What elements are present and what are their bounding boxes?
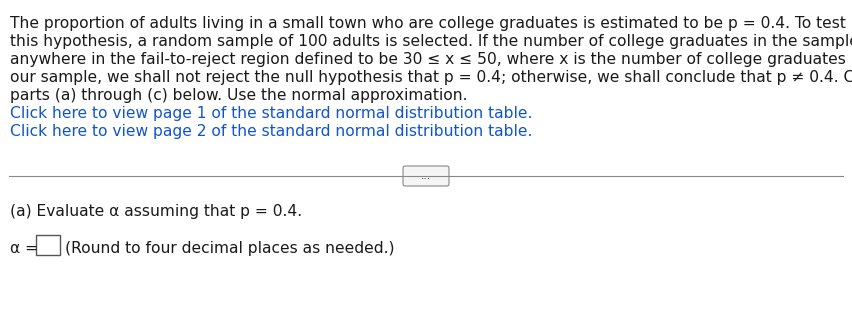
Text: ...: ... [421, 171, 431, 181]
Text: our sample, we shall not reject the null hypothesis that p = 0.4; otherwise, we : our sample, we shall not reject the null… [10, 70, 852, 85]
FancyBboxPatch shape [36, 235, 60, 255]
Text: (a) Evaluate α assuming that p = 0.4.: (a) Evaluate α assuming that p = 0.4. [10, 204, 302, 219]
Text: Click here to view page 2 of the standard normal distribution table.: Click here to view page 2 of the standar… [10, 124, 532, 139]
Text: Click here to view page 1 of the standard normal distribution table.: Click here to view page 1 of the standar… [10, 106, 532, 121]
FancyBboxPatch shape [403, 166, 449, 186]
Text: (Round to four decimal places as needed.): (Round to four decimal places as needed.… [65, 241, 394, 256]
Text: anywhere in the fail-to-reject region defined to be 30 ≤ x ≤ 50, where x is the : anywhere in the fail-to-reject region de… [10, 52, 852, 67]
Text: this hypothesis, a random sample of 100 adults is selected. If the number of col: this hypothesis, a random sample of 100 … [10, 34, 852, 49]
Text: α =: α = [10, 241, 38, 256]
Text: The proportion of adults living in a small town who are college graduates is est: The proportion of adults living in a sma… [10, 16, 846, 31]
Text: parts (a) through (c) below. Use the normal approximation.: parts (a) through (c) below. Use the nor… [10, 88, 468, 103]
